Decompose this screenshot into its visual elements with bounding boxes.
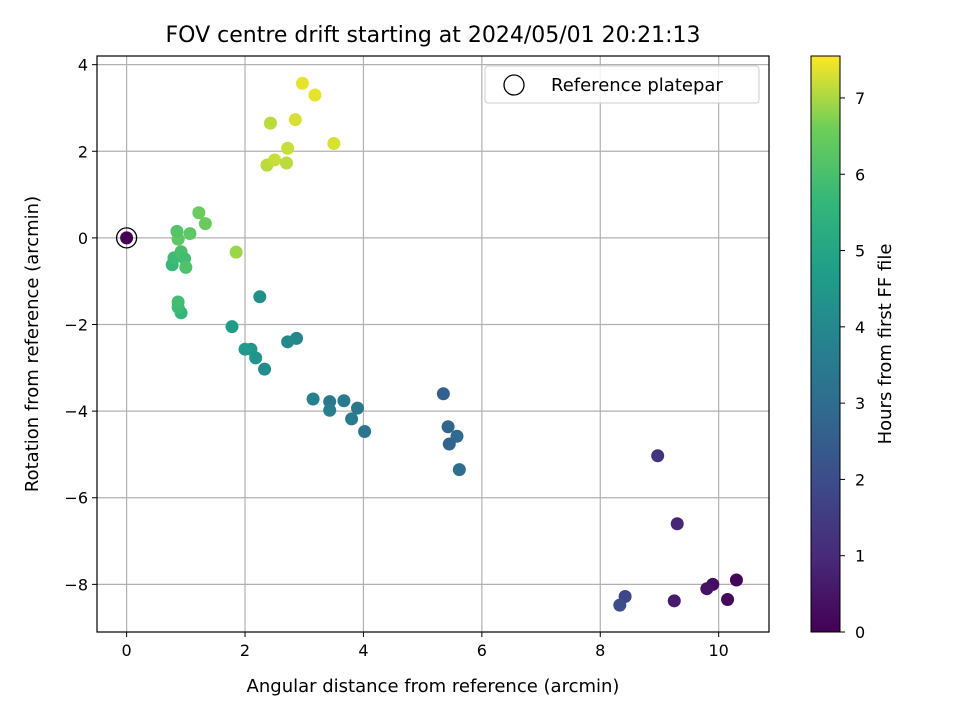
colorbar: [810, 55, 841, 633]
colorbar-tick-label: 6: [855, 165, 865, 184]
scatter-point: [670, 517, 684, 531]
scatter-point: [281, 141, 295, 155]
legend-box: [484, 65, 760, 104]
scatter-point: [442, 437, 456, 451]
colorbar-label: Hours from first FF file: [875, 244, 896, 445]
x-tick-label: 0: [122, 641, 132, 660]
x-tick-label: 6: [477, 641, 487, 660]
x-axis-label: Angular distance from reference (arcmin): [247, 676, 620, 697]
scatter-point: [192, 206, 206, 220]
x-tick-label: 8: [595, 641, 605, 660]
y-tick-label: −4: [64, 402, 88, 421]
colorbar-tick-label: 1: [855, 547, 865, 566]
colorbar-tick-label: 4: [855, 318, 865, 337]
scatter-point: [700, 582, 714, 596]
scatter-point: [281, 335, 295, 349]
colorbar-tick-label: 2: [855, 470, 865, 489]
colorbar-tick-label: 7: [855, 89, 865, 108]
x-axis-ticks: 0 2 4 6 8 10: [122, 632, 729, 660]
scatter-point: [170, 224, 184, 238]
plot-frame: [96, 55, 770, 633]
scatter-point: [238, 342, 252, 356]
scatter-point: [253, 290, 267, 304]
legend: Reference platepar: [484, 65, 760, 104]
scatter-point: [651, 449, 665, 463]
scatter-point: [229, 245, 243, 259]
colorbar-ticks: 0 1 2 3 4 5 6 7: [840, 89, 865, 642]
y-axis-label: Rotation from reference (arcmin): [22, 196, 43, 492]
scatter-point: [613, 598, 627, 612]
x-tick-label: 4: [358, 641, 368, 660]
scatter-point: [268, 153, 282, 167]
scatter-point: [120, 231, 134, 245]
scatter-point: [729, 573, 743, 587]
scatter-point: [258, 362, 272, 376]
scatter-point: [358, 424, 372, 438]
scatter-point: [452, 463, 466, 477]
scatter-point: [279, 156, 293, 170]
y-tick-label: −2: [64, 316, 88, 335]
scatter-point: [225, 320, 239, 334]
legend-open-circle-icon: [503, 74, 525, 96]
y-tick-label: 0: [78, 229, 88, 248]
scatter-point: [721, 593, 735, 607]
scatter-point: [183, 227, 197, 241]
scatter-point: [667, 594, 681, 608]
y-tick-label: 2: [78, 142, 88, 161]
scatter-point: [306, 392, 320, 406]
chart-title: FOV centre drift starting at 2024/05/01 …: [166, 23, 701, 48]
scatter-point: [345, 412, 359, 426]
scatter-point: [436, 387, 450, 401]
reference-marker: [115, 227, 138, 249]
x-tick-label: 2: [240, 641, 250, 660]
y-tick-label: −8: [64, 575, 88, 594]
scatter-point: [171, 295, 185, 309]
scatter-point: [179, 260, 193, 274]
scatter-point: [263, 116, 277, 130]
scatter-point: [295, 76, 309, 90]
x-tick-label: 10: [708, 641, 728, 660]
scatter-point: [337, 394, 351, 408]
scatter-point: [323, 403, 337, 417]
legend-label: Reference platepar: [551, 75, 723, 96]
scatter-point: [351, 401, 365, 415]
scatter-point: [288, 113, 302, 127]
reference-platepar-marker: [115, 227, 138, 249]
scatter-point: [308, 88, 322, 102]
colorbar-tick-label: 3: [855, 394, 865, 413]
grid: [97, 56, 769, 632]
scatter-point: [198, 217, 212, 231]
y-axis-ticks: −8 −6 −4 −2 0 2 4: [64, 56, 97, 594]
y-tick-label: 4: [78, 56, 88, 75]
scatter-points: [120, 76, 743, 612]
colorbar-tick-label: 0: [855, 623, 865, 642]
y-tick-label: −6: [64, 489, 88, 508]
colorbar-tick-label: 5: [855, 242, 865, 261]
scatter-point: [327, 136, 341, 150]
scatter-point: [441, 420, 455, 434]
